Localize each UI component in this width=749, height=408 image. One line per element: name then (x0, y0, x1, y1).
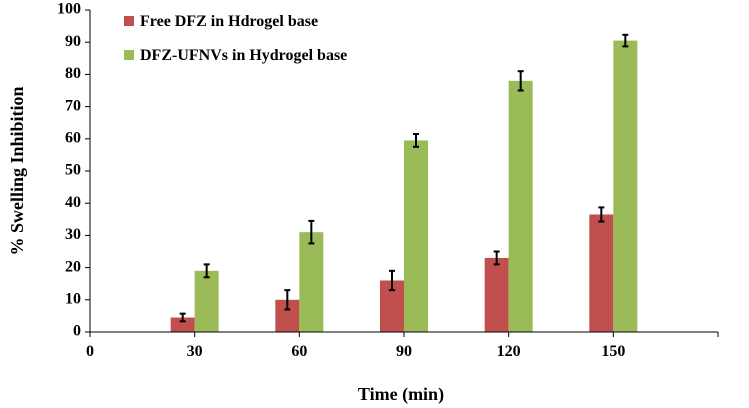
y-tick-label-10: 10 (65, 290, 81, 307)
y-tick-label-20: 20 (65, 258, 81, 275)
y-tick-label-30: 30 (65, 226, 81, 243)
bar-series-2-150 (613, 40, 638, 333)
x-tick-label-150: 150 (601, 343, 625, 360)
bar-series-1-120 (484, 257, 509, 332)
x-tick-label-0: 0 (86, 343, 94, 360)
x-tick-label-30: 30 (187, 343, 203, 360)
legend: Free DFZ in Hdrogel base DFZ-UFNVs in Hy… (124, 13, 347, 64)
legend-swatch-free-dfz (124, 16, 134, 26)
x-tick-label-60: 60 (291, 343, 307, 360)
y-axis-title: % Swelling Inhibition (7, 86, 27, 255)
y-tick-label-100: 100 (57, 1, 81, 18)
y-tick-label-0: 0 (73, 323, 81, 340)
y-tick-label-40: 40 (65, 194, 81, 211)
bar-series-2-90 (404, 140, 428, 332)
bar-series-1-150 (589, 214, 614, 332)
legend-label-free-dfz: Free DFZ in Hdrogel base (140, 13, 318, 30)
bar-series-2-60 (299, 232, 324, 332)
bar-series-1-30 (170, 317, 195, 332)
legend-label-dfz-ufnvs: DFZ-UFNVs in Hydrogel base (140, 47, 347, 64)
x-axis-title: Time (min) (358, 384, 444, 405)
legend-swatch-dfz-ufnvs (124, 50, 134, 60)
y-axis-title-group: % Swelling Inhibition (7, 86, 27, 255)
bar-series-2-120 (508, 80, 533, 332)
y-tick-label-60: 60 (65, 129, 81, 146)
y-tick-label-50: 50 (65, 162, 81, 179)
y-tick-label-70: 70 (65, 97, 81, 114)
x-tick-label-120: 120 (497, 343, 521, 360)
x-tick-label-90: 90 (396, 343, 412, 360)
plot-area: 0 10 20 30 40 50 60 70 80 90 100 0 30 60 90 120 150 (57, 1, 719, 360)
y-tick-label-90: 90 (65, 33, 81, 50)
bar-series-2-30 (194, 270, 219, 332)
y-tick-label-80: 80 (65, 65, 81, 82)
